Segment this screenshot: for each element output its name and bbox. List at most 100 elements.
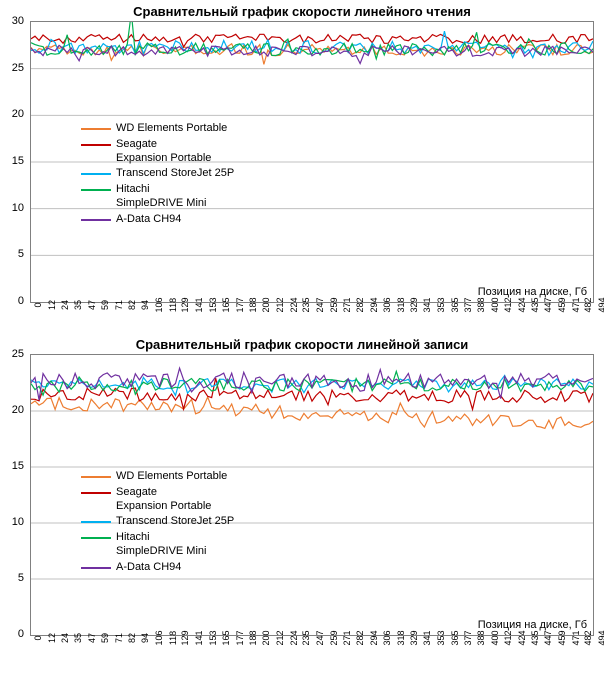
chart-block: Сравнительный график скорости линейной з… xyxy=(0,333,604,666)
x-tick-label: 318 xyxy=(396,297,406,312)
x-tick-label: 212 xyxy=(275,630,285,645)
x-tick-label: 294 xyxy=(369,297,379,312)
legend-swatch xyxy=(81,128,111,130)
x-tick-label: 0 xyxy=(33,635,43,640)
y-tick-label: 15 xyxy=(12,460,24,472)
y-tick-label: 0 xyxy=(18,628,24,640)
x-tick-label: 400 xyxy=(490,630,500,645)
plot-area: Позиция на диске, ГбWD Elements Portable… xyxy=(30,21,594,303)
legend-label: HitachiSimpleDRIVE Mini xyxy=(116,531,206,559)
plot-area: Позиция на диске, ГбWD Elements Portable… xyxy=(30,354,594,636)
legend-swatch xyxy=(81,537,111,539)
x-tick-label: 212 xyxy=(275,297,285,312)
x-tick-label: 353 xyxy=(436,630,446,645)
x-tick-label: 471 xyxy=(571,630,581,645)
x-tick-label: 59 xyxy=(100,633,110,643)
legend-item: SeagateExpansion Portable xyxy=(81,138,234,166)
x-tick-label: 12 xyxy=(47,300,57,310)
x-tick-label: 482 xyxy=(583,297,593,312)
x-tick-label: 259 xyxy=(329,630,339,645)
chart-title: Сравнительный график скорости линейной з… xyxy=(0,333,604,354)
legend-swatch xyxy=(81,567,111,569)
x-tick-label: 188 xyxy=(248,630,258,645)
x-tick-label: 12 xyxy=(47,633,57,643)
x-tick-label: 106 xyxy=(154,630,164,645)
x-axis: 0122435475971829410611812914115316517718… xyxy=(30,636,594,666)
chart-title: Сравнительный график скорости линейного … xyxy=(0,0,604,21)
x-tick-label: 471 xyxy=(571,297,581,312)
legend-label: A-Data CH94 xyxy=(116,561,181,575)
legend-item: A-Data CH94 xyxy=(81,213,234,227)
x-tick-label: 271 xyxy=(342,630,352,645)
legend-swatch xyxy=(81,219,111,221)
x-tick-label: 412 xyxy=(503,630,513,645)
x-tick-label: 388 xyxy=(476,630,486,645)
y-tick-label: 15 xyxy=(12,155,24,167)
x-tick-label: 165 xyxy=(221,630,231,645)
x-tick-label: 106 xyxy=(154,297,164,312)
x-tick-label: 47 xyxy=(87,633,97,643)
x-tick-label: 141 xyxy=(194,630,204,645)
legend-item: SeagateExpansion Portable xyxy=(81,486,234,514)
y-tick-label: 30 xyxy=(12,15,24,27)
x-tick-label: 306 xyxy=(382,297,392,312)
y-tick-label: 20 xyxy=(12,108,24,120)
x-tick-label: 447 xyxy=(543,297,553,312)
x-tick-label: 235 xyxy=(301,630,311,645)
x-tick-label: 282 xyxy=(355,630,365,645)
x-tick-label: 24 xyxy=(60,300,70,310)
x-tick-label: 271 xyxy=(342,297,352,312)
legend-swatch xyxy=(81,144,111,146)
legend-label: Transcend StoreJet 25P xyxy=(116,167,234,181)
x-tick-label: 365 xyxy=(450,630,460,645)
legend-item: Transcend StoreJet 25P xyxy=(81,515,234,529)
x-tick-label: 447 xyxy=(543,630,553,645)
legend-item: Transcend StoreJet 25P xyxy=(81,167,234,181)
x-tick-label: 188 xyxy=(248,297,258,312)
x-tick-label: 94 xyxy=(140,633,150,643)
x-axis: 0122435475971829410611812914115316517718… xyxy=(30,303,594,333)
x-tick-label: 482 xyxy=(583,630,593,645)
legend-swatch xyxy=(81,521,111,523)
x-tick-label: 35 xyxy=(73,633,83,643)
legend-swatch xyxy=(81,189,111,191)
x-tick-label: 435 xyxy=(530,297,540,312)
legend-swatch xyxy=(81,492,111,494)
x-tick-label: 47 xyxy=(87,300,97,310)
y-tick-label: 25 xyxy=(12,348,24,360)
x-tick-label: 165 xyxy=(221,297,231,312)
x-tick-label: 129 xyxy=(180,630,190,645)
x-tick-label: 424 xyxy=(517,630,527,645)
x-tick-label: 294 xyxy=(369,630,379,645)
x-tick-label: 329 xyxy=(409,297,419,312)
x-tick-label: 71 xyxy=(114,633,124,643)
x-tick-label: 177 xyxy=(235,297,245,312)
x-tick-label: 400 xyxy=(490,297,500,312)
x-tick-label: 494 xyxy=(597,630,604,645)
x-tick-label: 224 xyxy=(289,630,299,645)
legend: WD Elements PortableSeagateExpansion Por… xyxy=(81,470,234,576)
y-axis: 051015202530 xyxy=(0,21,28,301)
y-axis: 0510152025 xyxy=(0,354,28,634)
y-tick-label: 5 xyxy=(18,248,24,260)
x-tick-label: 59 xyxy=(100,300,110,310)
legend-label: A-Data CH94 xyxy=(116,213,181,227)
legend-label: WD Elements Portable xyxy=(116,122,227,136)
x-tick-label: 247 xyxy=(315,630,325,645)
legend-label: SeagateExpansion Portable xyxy=(116,486,211,514)
x-tick-label: 82 xyxy=(127,300,137,310)
y-tick-label: 25 xyxy=(12,62,24,74)
series-line xyxy=(31,45,593,63)
x-tick-label: 341 xyxy=(422,630,432,645)
y-tick-label: 5 xyxy=(18,572,24,584)
legend-swatch xyxy=(81,173,111,175)
x-tick-label: 24 xyxy=(60,633,70,643)
x-tick-label: 459 xyxy=(557,297,567,312)
x-tick-label: 129 xyxy=(180,297,190,312)
x-tick-label: 424 xyxy=(517,297,527,312)
x-tick-label: 377 xyxy=(463,630,473,645)
x-tick-label: 459 xyxy=(557,630,567,645)
legend: WD Elements Portable SeagateExpansion Por… xyxy=(81,122,234,228)
x-tick-label: 141 xyxy=(194,297,204,312)
y-tick-label: 10 xyxy=(12,202,24,214)
